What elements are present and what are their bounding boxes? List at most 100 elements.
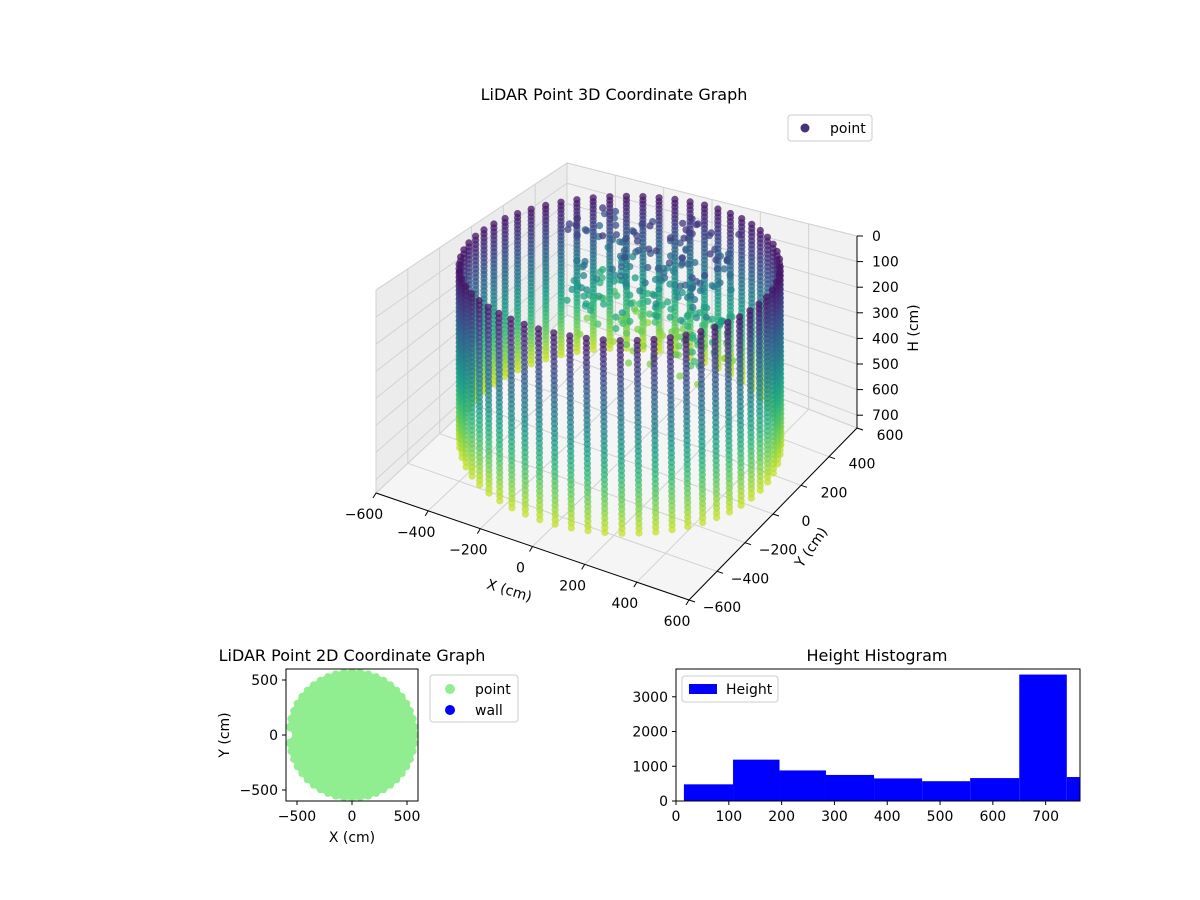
legend-3d-marker — [800, 123, 810, 133]
point-2d — [303, 686, 311, 694]
histogram-bar — [825, 774, 875, 801]
point-2d — [309, 681, 317, 689]
point-3d — [678, 288, 686, 297]
x-tick-label-2d: −500 — [278, 809, 316, 825]
point-3d — [630, 305, 639, 313]
x-tick-3d — [633, 581, 638, 588]
histogram-bar — [733, 759, 780, 801]
point-3d — [633, 237, 642, 245]
y-tick-label-2d: 0 — [269, 728, 278, 744]
point-3d — [726, 271, 734, 279]
point-2d — [340, 669, 348, 676]
point-3d — [508, 504, 516, 512]
point-3d — [622, 340, 631, 349]
y-tick-3d — [716, 570, 724, 574]
legend-3d-label: point — [830, 121, 866, 137]
point-3d — [521, 510, 530, 518]
grid-line-3d — [407, 462, 718, 572]
point-3d — [622, 235, 630, 243]
point-3d — [622, 279, 630, 287]
histogram-ticks: 0 100 200 300 400 500 600 700 0 1000 2000 3000 — [632, 690, 1059, 825]
x-tick-label-3d: 600 — [664, 614, 691, 630]
point-3d — [572, 221, 580, 229]
y-axis-label-2d: Y (cm) — [217, 712, 233, 758]
point-3d — [527, 360, 535, 368]
x-axis-label-2d: X (cm) — [329, 830, 375, 846]
plot-2d-area — [286, 669, 418, 801]
x-tick-label-2d: 500 — [394, 809, 421, 825]
point-3d — [696, 309, 704, 317]
point-3d — [664, 298, 672, 306]
point-3d — [589, 345, 597, 353]
legend-histogram: Height — [681, 675, 779, 703]
point-3d — [652, 300, 660, 308]
z-tick-label-3d: 0 — [872, 229, 881, 245]
point-2d — [356, 669, 364, 676]
x-tick-label-hist: 300 — [821, 809, 848, 825]
point-2d — [411, 731, 418, 739]
point-2d — [411, 723, 418, 731]
point-3d — [756, 486, 764, 494]
gap-2d — [286, 731, 293, 739]
point-3d — [616, 238, 624, 246]
point-2d — [293, 763, 301, 771]
y-axis-label-3d: Y (cm) — [792, 525, 832, 572]
point-3d — [599, 204, 607, 212]
z-tick-label-3d: 500 — [872, 357, 899, 373]
z-axis-label-3d: H (cm) — [906, 304, 922, 351]
point-3d — [573, 348, 581, 356]
x-tick-3d — [529, 546, 533, 552]
point-3d — [606, 344, 614, 352]
point-3d — [665, 259, 674, 267]
point-3d — [666, 234, 675, 242]
point-3d — [711, 245, 719, 253]
point-3d — [712, 256, 720, 264]
histogram-bar — [683, 784, 734, 801]
point-3d — [653, 312, 661, 320]
point-2d — [393, 686, 401, 694]
point-3d — [551, 520, 559, 528]
point-3d — [611, 207, 620, 216]
histogram-bar — [970, 778, 1020, 801]
point-3d — [700, 303, 708, 311]
legend-3d-frame — [787, 114, 873, 142]
y-tick-label-3d: 200 — [821, 485, 848, 501]
plot-2d-ticks: −500 0 500 −500 0 500 — [240, 673, 421, 825]
point-3d — [621, 253, 629, 261]
y-tick-label-3d: 600 — [877, 428, 904, 444]
point-2d — [286, 723, 293, 731]
x-tick-label-3d: 200 — [559, 578, 586, 594]
point-3d — [672, 351, 680, 359]
z-tick-label-3d: 700 — [872, 408, 899, 424]
point-3d — [565, 220, 574, 228]
point-2d — [298, 692, 306, 700]
point-2d — [324, 673, 332, 681]
point-3d — [584, 527, 592, 535]
y-tick-3d — [828, 456, 836, 460]
x-tick-label-hist: 0 — [672, 809, 681, 825]
point-2d — [406, 755, 414, 763]
point-3d — [644, 263, 652, 272]
x-tick-label-2d: 0 — [348, 809, 357, 825]
point-3d — [595, 292, 603, 300]
point-2d — [406, 707, 414, 715]
point-3d — [676, 372, 684, 380]
point-2d — [356, 794, 364, 801]
plot-3d-title: LiDAR Point 3D Coordinate Graph — [481, 85, 748, 104]
point-3d — [564, 225, 572, 233]
point-3d — [708, 282, 716, 290]
z-tick-label-3d: 400 — [872, 331, 899, 347]
point-2d — [290, 755, 298, 763]
point-3d — [608, 265, 616, 273]
point-3d — [688, 285, 696, 293]
point-3d — [627, 299, 635, 308]
point-3d — [692, 314, 701, 322]
x-tick-label-3d: −200 — [449, 543, 487, 559]
histogram-frame — [675, 668, 1081, 802]
point-3d — [713, 514, 721, 522]
point-2d — [380, 676, 388, 684]
point-3d — [593, 275, 601, 283]
y-tick-label-hist: 2000 — [632, 725, 668, 741]
plot-2d-title: LiDAR Point 2D Coordinate Graph — [219, 646, 486, 665]
axes-3d: −600−400−2000200400600−600−400−200020040… — [345, 229, 904, 630]
